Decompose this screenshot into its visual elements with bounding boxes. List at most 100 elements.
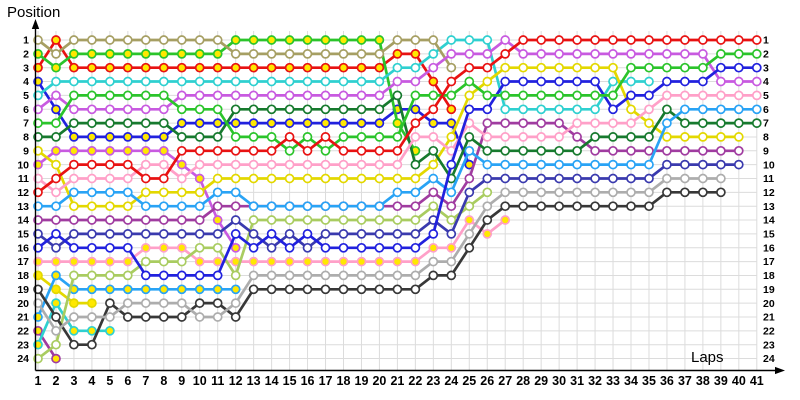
series-line-navy-1 <box>36 163 741 250</box>
marker <box>230 132 241 142</box>
marker <box>212 90 223 101</box>
marker <box>428 49 439 59</box>
marker <box>392 62 403 73</box>
marker <box>626 90 636 101</box>
marker <box>105 76 115 87</box>
marker <box>500 35 511 45</box>
marker <box>105 173 115 184</box>
marker <box>266 104 277 115</box>
lap-label: 2 <box>52 374 59 388</box>
marker <box>698 132 708 142</box>
marker <box>69 49 79 59</box>
lap-label: 10 <box>193 374 207 388</box>
marker <box>320 270 331 281</box>
marker <box>320 159 331 170</box>
marker <box>410 132 421 142</box>
x-axis-arrow-icon <box>775 366 785 375</box>
marker <box>374 90 385 101</box>
marker <box>212 242 223 253</box>
lap-label: 39 <box>714 374 728 388</box>
marker <box>140 256 151 267</box>
marker <box>698 90 708 101</box>
marker <box>751 35 762 45</box>
marker <box>446 132 457 142</box>
marker <box>284 62 295 73</box>
marker <box>500 49 511 59</box>
marker <box>122 132 133 142</box>
marker <box>140 49 151 59</box>
marker <box>392 173 403 184</box>
marker <box>536 173 547 184</box>
marker <box>158 270 169 281</box>
marker <box>446 242 457 253</box>
marker <box>356 35 367 45</box>
pos-label-right: 17 <box>763 256 775 268</box>
marker <box>302 242 313 253</box>
marker <box>536 49 547 59</box>
marker <box>230 201 241 212</box>
marker <box>482 173 493 184</box>
marker <box>698 35 708 45</box>
marker <box>105 270 115 281</box>
marker <box>87 284 97 295</box>
marker <box>662 76 672 87</box>
axes <box>31 19 785 375</box>
marker <box>212 49 223 59</box>
marker <box>338 118 349 128</box>
marker <box>698 159 708 170</box>
marker <box>51 215 61 225</box>
marker <box>716 132 726 142</box>
marker <box>500 201 511 212</box>
marker <box>464 90 475 101</box>
marker <box>392 270 403 281</box>
marker <box>140 90 151 101</box>
marker <box>464 187 475 198</box>
marker <box>608 187 618 198</box>
marker <box>140 132 151 142</box>
marker <box>122 270 133 281</box>
marker <box>392 35 403 45</box>
marker <box>536 132 547 142</box>
marker <box>680 145 690 156</box>
lap-label: 35 <box>642 374 656 388</box>
series-olive-1 <box>33 35 457 73</box>
marker <box>644 187 654 198</box>
marker <box>751 90 762 101</box>
marker <box>176 76 187 87</box>
marker <box>698 62 708 73</box>
marker <box>69 187 79 198</box>
marker <box>320 35 331 45</box>
marker <box>338 49 349 59</box>
marker <box>500 118 511 128</box>
marker <box>356 90 367 101</box>
marker <box>105 298 115 308</box>
marker <box>680 104 690 115</box>
marker <box>374 229 385 239</box>
marker <box>51 90 61 101</box>
marker <box>733 76 744 87</box>
marker <box>158 298 169 308</box>
marker <box>87 62 97 73</box>
marker <box>69 229 79 239</box>
marker <box>140 215 151 225</box>
pos-label-right: 23 <box>763 339 775 351</box>
marker <box>194 284 205 295</box>
marker <box>51 62 61 73</box>
marker <box>51 229 61 239</box>
marker <box>69 132 79 142</box>
marker <box>392 132 403 142</box>
marker <box>751 62 762 73</box>
marker <box>374 145 385 156</box>
marker <box>140 173 151 184</box>
marker <box>158 229 169 239</box>
marker <box>158 159 169 170</box>
pos-label-right: 11 <box>763 173 774 185</box>
marker <box>122 242 133 253</box>
marker <box>338 159 349 170</box>
marker <box>51 339 61 350</box>
series-red-1 <box>33 35 762 198</box>
marker <box>428 118 439 128</box>
marker <box>500 159 511 170</box>
marker <box>248 242 259 253</box>
